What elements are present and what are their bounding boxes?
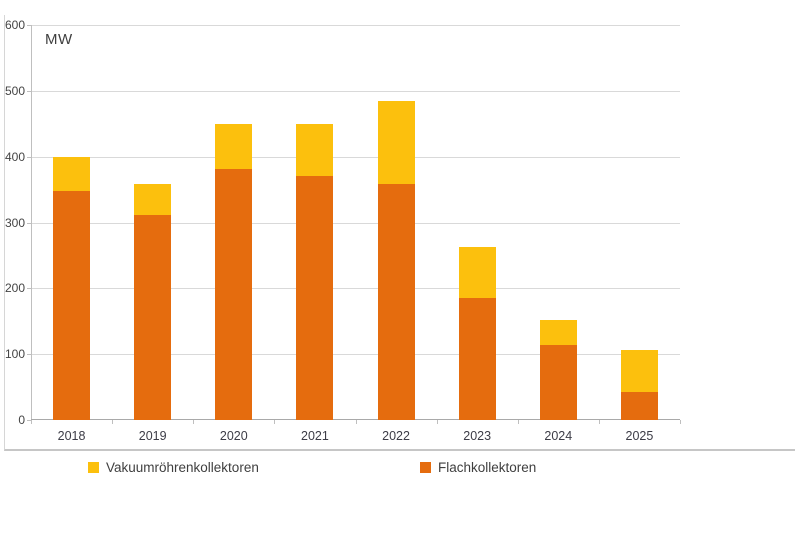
y-tick-200	[27, 288, 31, 290]
legend-item-flachkollektoren: Flachkollektoren	[420, 460, 536, 475]
gridline-200	[31, 288, 680, 290]
bar-segment-2022-vakuumröhrenkollektoren	[377, 100, 415, 185]
x-tick-label-2024: 2024	[544, 429, 573, 443]
x-axis-boundary-tick-2	[193, 420, 195, 424]
y-tick-400	[27, 156, 31, 158]
bar-segment-2018-flachkollektoren	[53, 190, 91, 420]
y-tick-label-0: 0	[18, 413, 25, 427]
x-axis-boundary-tick-0	[31, 420, 32, 424]
x-tick-label-2020: 2020	[219, 429, 248, 443]
bar-segment-2025-vakuumröhrenkollektoren	[620, 350, 658, 392]
y-tick-100	[27, 354, 31, 356]
bar-segment-2022-flachkollektoren	[377, 184, 415, 420]
y-tick-600	[27, 25, 31, 26]
legend-swatch-vakuumröhrenkollektoren	[88, 462, 99, 473]
x-tick-label-2025: 2025	[625, 429, 654, 443]
x-tick-label-2018: 2018	[57, 429, 86, 443]
x-tick-label-2021: 2021	[301, 429, 329, 443]
gridline-500	[31, 90, 680, 92]
x-axis	[31, 419, 680, 420]
y-tick-300	[27, 222, 31, 224]
bar-segment-2020-flachkollektoren	[215, 169, 253, 420]
bar-segment-2018-vakuumröhrenkollektoren	[53, 156, 91, 191]
bar-segment-2023-flachkollektoren	[458, 297, 496, 420]
y-tick-label-100: 100	[4, 347, 25, 362]
y-tick-label-300: 300	[4, 215, 25, 230]
y-axis	[31, 25, 32, 420]
x-tick-label-2023: 2023	[463, 429, 492, 443]
x-axis-boundary-tick-6	[517, 420, 519, 424]
bar-segment-2023-vakuumröhrenkollektoren	[458, 246, 496, 298]
gridline-400	[31, 156, 680, 158]
chart-legend: Vakuumröhrenkollektoren Flachkollektoren	[4, 460, 794, 484]
legend-swatch-flachkollektoren	[420, 462, 431, 473]
x-axis-boundary-tick-3	[274, 420, 276, 424]
y-tick-label-200: 200	[4, 281, 25, 296]
gridline-300	[31, 222, 680, 224]
x-axis-boundary-tick-5	[436, 420, 438, 424]
bar-segment-2024-vakuumröhrenkollektoren	[539, 319, 577, 345]
bar-segment-2024-flachkollektoren	[539, 344, 577, 420]
bar-segment-2025-flachkollektoren	[620, 391, 658, 420]
gridline-100	[31, 354, 680, 356]
legend-label: Vakuumröhrenkollektoren	[106, 460, 259, 475]
bar-segment-2021-vakuumröhrenkollektoren	[296, 123, 334, 177]
bar-segment-2019-flachkollektoren	[134, 215, 172, 420]
bar-segment-2019-vakuumröhrenkollektoren	[134, 184, 172, 216]
y-tick-0	[27, 420, 31, 421]
bar-segment-2021-flachkollektoren	[296, 176, 334, 420]
legend-item-vakuumröhrenkollektoren: Vakuumröhrenkollektoren	[88, 460, 259, 475]
plot-area	[27, 25, 681, 424]
y-tick-label-400: 400	[4, 149, 25, 164]
y-tick-label-500: 500	[4, 83, 25, 98]
x-tick-label-2022: 2022	[382, 429, 410, 443]
bar-segment-2020-vakuumröhrenkollektoren	[215, 123, 253, 170]
y-axis-unit-label: MW	[45, 31, 73, 48]
chart-frame: MW 0 100 200 300 400 500 600 2018 2019 2020 2021 2…	[4, 15, 795, 451]
x-axis-boundary-tick-4	[355, 420, 357, 424]
legend-label: Flachkollektoren	[438, 460, 537, 475]
x-tick-label-2019: 2019	[138, 429, 167, 443]
y-tick-500	[27, 90, 31, 92]
y-tick-label-600: 600	[4, 18, 25, 32]
x-axis-boundary-tick-8	[680, 420, 681, 424]
x-axis-boundary-tick-7	[598, 420, 600, 424]
gridline-600	[31, 25, 680, 26]
x-axis-boundary-tick-1	[112, 420, 114, 424]
